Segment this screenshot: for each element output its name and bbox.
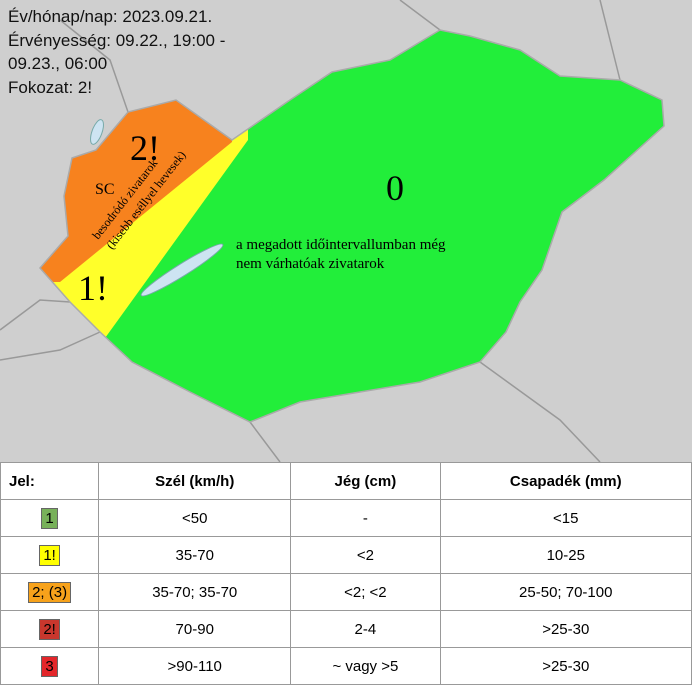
table-header: Jel: Szél (km/h) Jég (cm) Csapadék (mm) [0, 462, 692, 500]
header-cell: Jég (cm) [290, 462, 441, 500]
header-cell: Csapadék (mm) [439, 462, 692, 500]
level-badge: 2! [39, 618, 60, 640]
table-cell: >25-30 [439, 610, 692, 648]
header-line: 09.23., 06:00 [8, 54, 107, 73]
header-line: Fokozat: 2! [8, 78, 92, 97]
header-line: Év/hónap/nap: 2023.09.21. [8, 7, 212, 26]
table-cell: 25-50; 70-100 [439, 573, 692, 611]
borders [0, 0, 621, 462]
header-cell: Jel: [0, 462, 100, 500]
note-label: nem várhatóak zivatarok [236, 256, 385, 272]
table-row: 2! 70-90 2-4 >25-30 [0, 610, 692, 648]
lake-balaton [140, 243, 224, 297]
table-cell: <2; <2 [290, 573, 441, 611]
table-row: 3 >90-110 ~ vagy >5 >25-30 [0, 647, 692, 685]
table-row: 2; (3) 35-70; 35-70 <2; <2 25-50; 70-100 [0, 573, 692, 611]
table-row: 1 <50- <15 [0, 499, 692, 537]
level-label: 1! [78, 268, 108, 308]
header-line: Érvényesség: 09.22., 19:00 - [8, 31, 225, 50]
code-label: SC [95, 181, 115, 198]
table-row: 1! 35-70 <2 10-25 [0, 536, 692, 574]
table-cell: 2! [0, 610, 100, 648]
map: Év/hónap/nap: 2023.09.21. Érvényesség: 0… [0, 0, 692, 462]
level-badge: 3 [41, 655, 58, 677]
level-label: 2! [130, 128, 160, 168]
table-cell: <50 [98, 499, 292, 537]
table-cell: 3 [0, 647, 100, 685]
level-badge: 1 [41, 507, 58, 529]
table-cell: - [290, 499, 441, 537]
table-cell: 35-70 [98, 536, 292, 574]
table-cell: <2 [290, 536, 441, 574]
level-badge: 1! [39, 544, 60, 566]
table-cell: 2-4 [290, 610, 441, 648]
note-label: a megadott időintervallumban még [236, 237, 446, 253]
table-cell: 1! [0, 536, 100, 574]
table-cell: 10-25 [439, 536, 692, 574]
table-cell: 2; (3) [0, 573, 100, 611]
level-badge: 2; (3) [28, 581, 72, 603]
table-cell: >25-30 [439, 647, 692, 685]
header-cell: Szél (km/h) [98, 462, 292, 500]
table-cell: <15 [439, 499, 692, 537]
legend-table: Jel: Szél (km/h) Jég (cm) Csapadék (mm) 1 <50… [0, 462, 692, 685]
table-cell: >90-110 [98, 647, 292, 685]
lake-neusiedl [90, 119, 104, 145]
level-label: 0 [386, 168, 404, 208]
table-cell: 70-90 [98, 610, 292, 648]
table-cell: 1 [0, 499, 100, 537]
table-cell: 35-70; 35-70 [98, 573, 292, 611]
table-cell: ~ vagy >5 [290, 647, 441, 685]
